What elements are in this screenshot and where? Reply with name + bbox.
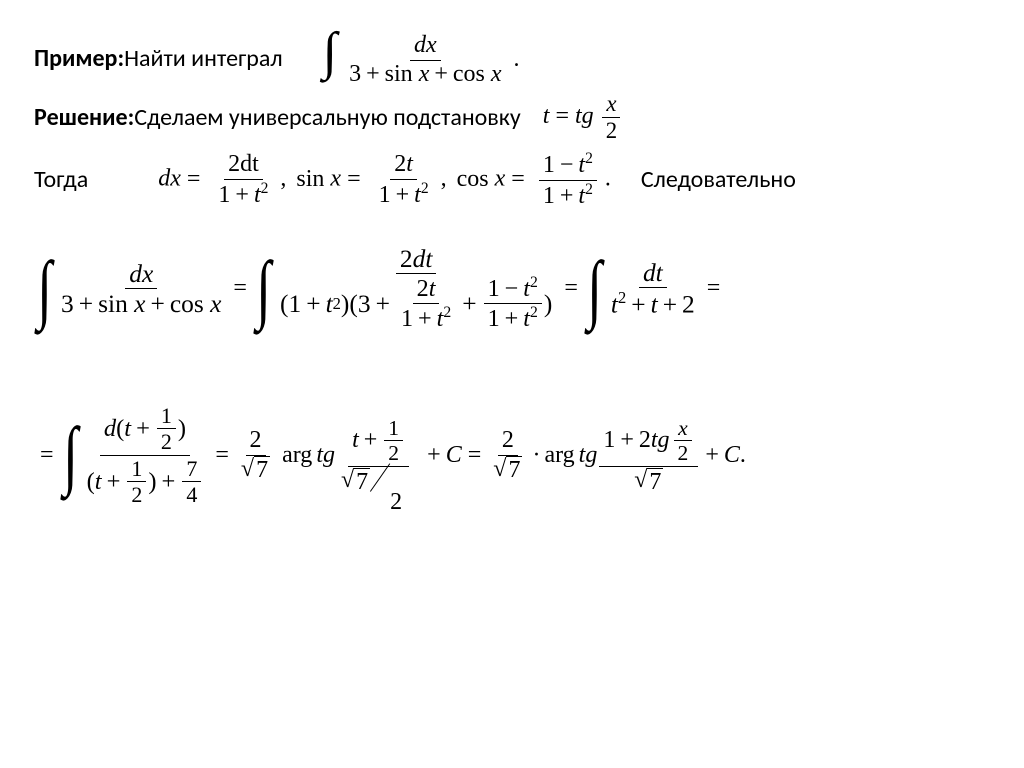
line-solution: Решение: Сделаем универсальную подстанов… [34,91,990,144]
sub-t: t=tg x 2 [543,91,623,144]
line-then: Тогда dx= 2dt 1+t2 , sin x= 2t 1+t2 , co… [34,150,990,210]
inline-integral-1: ∫ dx 3+sin x+cos x . [323,28,520,89]
therefore-text: Следовательно [641,164,796,195]
example-label: Пример: [34,43,124,74]
derivation-step-1: ∫ dx 3+sin x+cos x = ∫ 2dt (1+t2)(3+ 2t … [34,244,990,333]
int1-num: dx [410,32,441,61]
then-text: Тогда [34,164,88,195]
line-example: Пример: Найти интеграл ∫ dx 3+sin x+cos … [34,28,990,89]
solution-text: Сделаем универсальную подстановку [134,102,521,133]
page-root: Пример: Найти интеграл ∫ dx 3+sin x+cos … [0,0,1024,507]
differentials: dx= 2dt 1+t2 , sin x= 2t 1+t2 , cos x= 1… [158,150,611,210]
slash-divider [370,464,390,492]
sub-t-den: 2 [602,118,621,144]
derivation-step-2: = ∫ d(t+ 12 ) (t+ 12 )+ 74 = 2 √7 argtg … [34,403,990,507]
solution-label: Решение: [34,102,134,133]
example-text: Найти интеграл [124,43,283,74]
sub-t-num: x [602,91,620,118]
